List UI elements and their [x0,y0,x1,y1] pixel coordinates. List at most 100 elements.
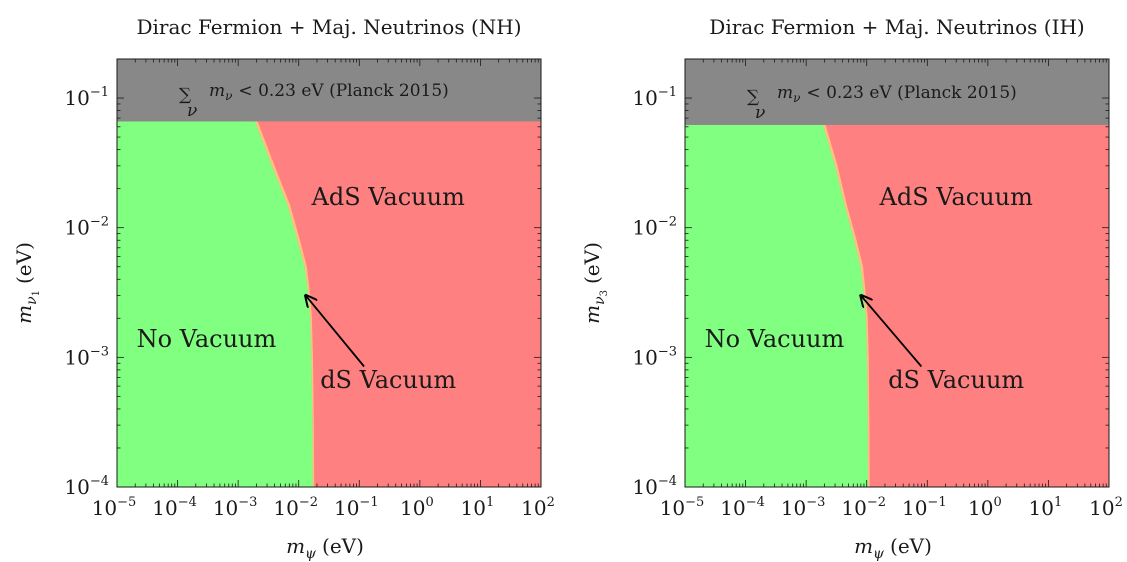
x-tick-label: 101 [1029,495,1063,520]
y-tick-label: 10−3 [632,344,677,369]
y-axis-label-subsub: 1 [31,290,42,296]
planck-sum-index: ν [755,103,765,123]
y-tick-label: 10−1 [632,85,677,110]
y-tick-label-exp: −1 [90,85,109,100]
x-tick-label-base: 10 [1089,496,1114,520]
planck-band-label: mν < 0.23 eV (Planck 2015) [777,83,1017,105]
x-tick-label-exp: −1 [359,495,378,510]
y-tick-label-base: 10 [632,345,657,369]
y-tick-label-base: 10 [632,475,657,499]
ds-vacuum-label: dS Vacuum [888,366,1024,394]
x-tick-label-base: 10 [660,496,685,520]
y-tick-label: 10−4 [64,474,109,499]
y-tick-label: 10−4 [632,474,677,499]
planck-sum-symbol: ∑ [747,87,759,107]
x-tick-label: 10−5 [660,495,705,520]
x-tick-label-exp: 1 [486,495,494,510]
x-tick-label-base: 10 [781,496,806,520]
y-tick-label-exp: −2 [90,215,109,230]
y-tick-label-exp: −3 [90,344,109,359]
y-tick-label-exp: −4 [90,474,109,489]
y-tick-label: 10−3 [64,344,109,369]
y-tick-label-base: 10 [64,216,89,240]
ads-vacuum-label: AdS Vacuum [879,183,1034,211]
x-tick-label: 10−4 [720,495,765,520]
x-tick-label-exp: −1 [927,495,946,510]
x-axis-label: mψ (eV) [286,534,364,562]
planck-band-text: < 0.23 eV (Planck 2015) [238,81,448,101]
x-tick-label-exp: −2 [299,495,318,510]
y-tick-label-exp: −3 [658,344,677,359]
x-tick-label-exp: 2 [547,495,555,510]
x-tick-label-exp: −4 [178,495,197,510]
planck-sum-index: ν [187,101,197,121]
y-tick-label-exp: −2 [658,215,677,230]
ds-vacuum-arrow [306,295,365,368]
y-tick-label-base: 10 [64,475,89,499]
x-tick-label-base: 10 [273,496,298,520]
y-axis-label: mν3 (eV) [580,242,610,324]
y-axis-label-symbol: m [12,305,36,324]
plot-frame [116,58,542,488]
y-tick-label: 10−2 [64,215,109,240]
planck-band-label: mν < 0.23 eV (Planck 2015) [209,81,449,103]
x-axis-label-unit: (eV) [890,534,932,558]
no-vacuum-region [685,124,868,487]
x-tick-label: 10−3 [781,495,826,520]
y-axis-label: mν1 (eV) [12,242,42,324]
y-tick-label-exp: −4 [658,474,677,489]
y-tick-label-base: 10 [632,216,657,240]
x-tick-label: 102 [1089,495,1123,520]
y-tick-label-base: 10 [64,345,89,369]
x-tick-label: 10−4 [152,495,197,520]
x-axis-label-symbol: m [286,534,305,558]
x-tick-label-base: 10 [334,496,359,520]
x-tick-label: 101 [461,495,495,520]
panel-ih: Dirac Fermion + Maj. Neutrinos (IH)10−5 1… [580,15,1123,562]
x-tick-label: 10−5 [92,495,137,520]
x-tick-label-exp: −3 [806,495,825,510]
x-axis-label-sub: ψ [305,546,317,562]
ds-vacuum-label: dS Vacuum [320,366,456,394]
x-tick-label-exp: −2 [867,495,886,510]
x-tick-label-base: 10 [400,496,425,520]
x-tick-label-exp: −4 [746,495,765,510]
y-axis-label-sub: ν [592,296,608,305]
x-tick-label-base: 10 [720,496,745,520]
x-tick-label: 10−2 [273,495,318,520]
y-axis-label-unit: (eV) [580,242,604,284]
x-tick-label-base: 10 [902,496,927,520]
x-axis-label-unit: (eV) [322,534,364,558]
planck-sum-symbol: ∑ [179,85,191,105]
ds-vacuum-arrow [861,295,923,368]
planck-excluded-band [117,59,541,122]
x-axis-label-symbol: m [854,534,873,558]
x-tick-label-base: 10 [1029,496,1054,520]
x-tick-label-base: 10 [461,496,486,520]
x-tick-label-base: 10 [152,496,177,520]
y-axis-label-unit: (eV) [12,242,36,284]
planck-band-text: < 0.23 eV (Planck 2015) [806,83,1016,103]
y-tick-label-base: 10 [64,86,89,110]
chart-title: Dirac Fermion + Maj. Neutrinos (IH) [709,15,1084,39]
plot-frame [684,58,1110,488]
x-tick-label: 10−1 [902,495,947,520]
x-tick-label-base: 10 [213,496,238,520]
tick-marks [684,58,1110,488]
no-vacuum-label: No Vacuum [137,325,277,353]
planck-excluded-band [685,59,1109,125]
y-axis-label-subsub: 3 [599,290,610,296]
y-axis-label-symbol: m [580,305,604,324]
x-tick-label-exp: 1 [1054,495,1062,510]
x-tick-label: 10−1 [334,495,379,520]
planck-band-m: m [777,83,793,103]
planck-band-m-sub: ν [793,91,800,105]
x-tick-label-exp: 0 [993,495,1001,510]
no-vacuum-region [117,121,313,488]
x-tick-label-exp: 0 [425,495,433,510]
ads-vacuum-label: AdS Vacuum [311,183,466,211]
x-tick-label-base: 10 [968,496,993,520]
x-tick-label-base: 10 [521,496,546,520]
planck-band-m-sub: ν [225,89,232,103]
